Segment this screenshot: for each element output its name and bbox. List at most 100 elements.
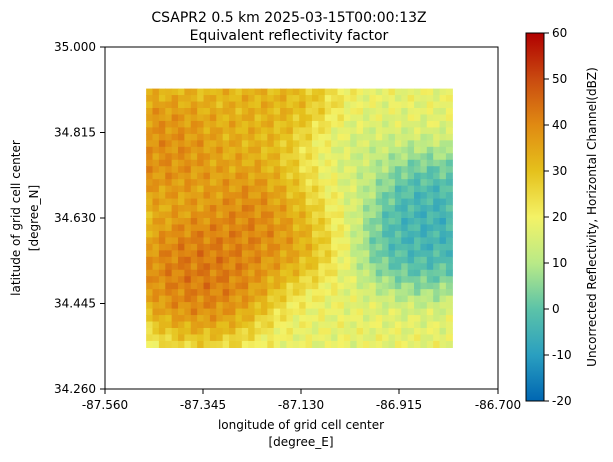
- heatmap-cell: [178, 340, 185, 349]
- heatmap-cell: [171, 140, 179, 148]
- heatmap-cell: [248, 133, 256, 141]
- heatmap-cell: [216, 179, 224, 187]
- heatmap-cell: [363, 224, 370, 232]
- heatmap-cell: [426, 282, 434, 290]
- heatmap-cell: [324, 133, 332, 141]
- colorbar-tick-label: 0: [552, 302, 560, 316]
- heatmap-cell: [171, 340, 179, 349]
- heatmap-cell: [152, 185, 160, 193]
- heatmap-cell: [445, 218, 453, 226]
- heatmap-cell: [375, 108, 383, 116]
- heatmap-cell: [337, 127, 345, 135]
- heatmap-cell: [369, 289, 377, 297]
- heatmap-cell: [382, 166, 390, 174]
- heatmap-cell: [203, 198, 211, 206]
- heatmap-cell: [388, 327, 396, 336]
- heatmap-cell: [178, 263, 185, 271]
- heatmap-cell: [337, 88, 345, 96]
- heatmap-cell: [267, 127, 275, 135]
- heatmap-cell: [286, 108, 294, 116]
- chart-subtitle: Equivalent reflectivity factor: [190, 28, 389, 44]
- heatmap-cell: [165, 250, 173, 258]
- heatmap-cell: [260, 276, 268, 284]
- heatmap-cell: [273, 289, 281, 297]
- heatmap-cell: [273, 153, 281, 161]
- heatmap-cell: [203, 327, 211, 336]
- heatmap-cell: [229, 218, 237, 226]
- heatmap-cell: [407, 340, 415, 349]
- heatmap-cell: [433, 133, 441, 141]
- heatmap-cell: [439, 192, 447, 200]
- heatmap-cell: [216, 172, 224, 180]
- heatmap-cell: [394, 302, 402, 310]
- heatmap-cell: [311, 101, 319, 109]
- heatmap-cell: [222, 302, 230, 310]
- heatmap-cell: [254, 289, 262, 297]
- heatmap-cell: [318, 153, 326, 161]
- heatmap-cell: [382, 192, 390, 200]
- heatmap-cell: [299, 127, 307, 135]
- heatmap-cell: [343, 334, 351, 342]
- heatmap-cell: [299, 159, 307, 167]
- heatmap-cell: [286, 237, 294, 245]
- heatmap-cell: [343, 218, 351, 226]
- heatmap-cell: [388, 140, 396, 148]
- heatmap-cell: [203, 166, 211, 174]
- heatmap-cell: [146, 185, 154, 193]
- heatmap-cell: [369, 340, 377, 349]
- heatmap-cell: [222, 88, 230, 96]
- heatmap-cell: [331, 256, 339, 264]
- heatmap-cell: [203, 95, 211, 103]
- heatmap-cell: [433, 256, 441, 264]
- heatmap-cell: [267, 114, 275, 122]
- heatmap-cell: [394, 276, 402, 284]
- plot-area: [104, 46, 499, 390]
- heatmap-cell: [343, 295, 351, 303]
- heatmap-cell: [241, 166, 249, 174]
- heatmap-cell: [286, 302, 294, 310]
- heatmap-cell: [203, 256, 211, 264]
- heatmap-cell: [350, 256, 358, 264]
- heatmap-cell: [158, 295, 166, 303]
- heatmap-cell: [209, 263, 217, 271]
- heatmap-cell: [305, 295, 313, 303]
- heatmap-cell: [445, 250, 453, 258]
- heatmap-cell: [343, 263, 351, 271]
- heatmap-cell: [439, 101, 447, 109]
- heatmap-cell: [235, 108, 243, 116]
- heatmap-cell: [337, 289, 345, 297]
- heatmap-cell: [184, 133, 192, 141]
- heatmap-cell: [197, 198, 205, 206]
- heatmap-cell: [235, 166, 243, 174]
- heatmap-cell: [241, 269, 249, 277]
- heatmap-cell: [407, 179, 415, 187]
- heatmap-cell: [152, 295, 160, 303]
- heatmap-cell: [369, 153, 377, 161]
- heatmap-cell: [318, 237, 326, 245]
- heatmap-cell: [426, 127, 434, 135]
- heatmap-cell: [197, 114, 205, 122]
- heatmap-cell: [414, 146, 422, 154]
- heatmap-cell: [229, 185, 237, 193]
- colorbar-tick-label: 50: [552, 72, 567, 86]
- heatmap-cell: [324, 211, 332, 219]
- heatmap-cell: [178, 237, 185, 245]
- heatmap-cell: [433, 230, 441, 239]
- heatmap-cell: [401, 302, 409, 310]
- heatmap-cell: [273, 166, 281, 174]
- heatmap-cell: [356, 159, 364, 167]
- heatmap-cell: [286, 334, 294, 342]
- heatmap-cell: [382, 114, 390, 122]
- heatmap-cell: [420, 88, 428, 96]
- heatmap-cell: [324, 237, 332, 245]
- heatmap-cell: [254, 205, 262, 213]
- heatmap-cell: [375, 256, 383, 264]
- heatmap-cell: [216, 243, 224, 251]
- heatmap-cell: [305, 108, 313, 116]
- heatmap-cell: [331, 114, 339, 122]
- heatmap-cell: [394, 250, 402, 258]
- heatmap-cell: [363, 172, 370, 180]
- heatmap-cell: [222, 159, 230, 167]
- heatmap-cell: [363, 315, 370, 323]
- heatmap-cell: [184, 95, 192, 103]
